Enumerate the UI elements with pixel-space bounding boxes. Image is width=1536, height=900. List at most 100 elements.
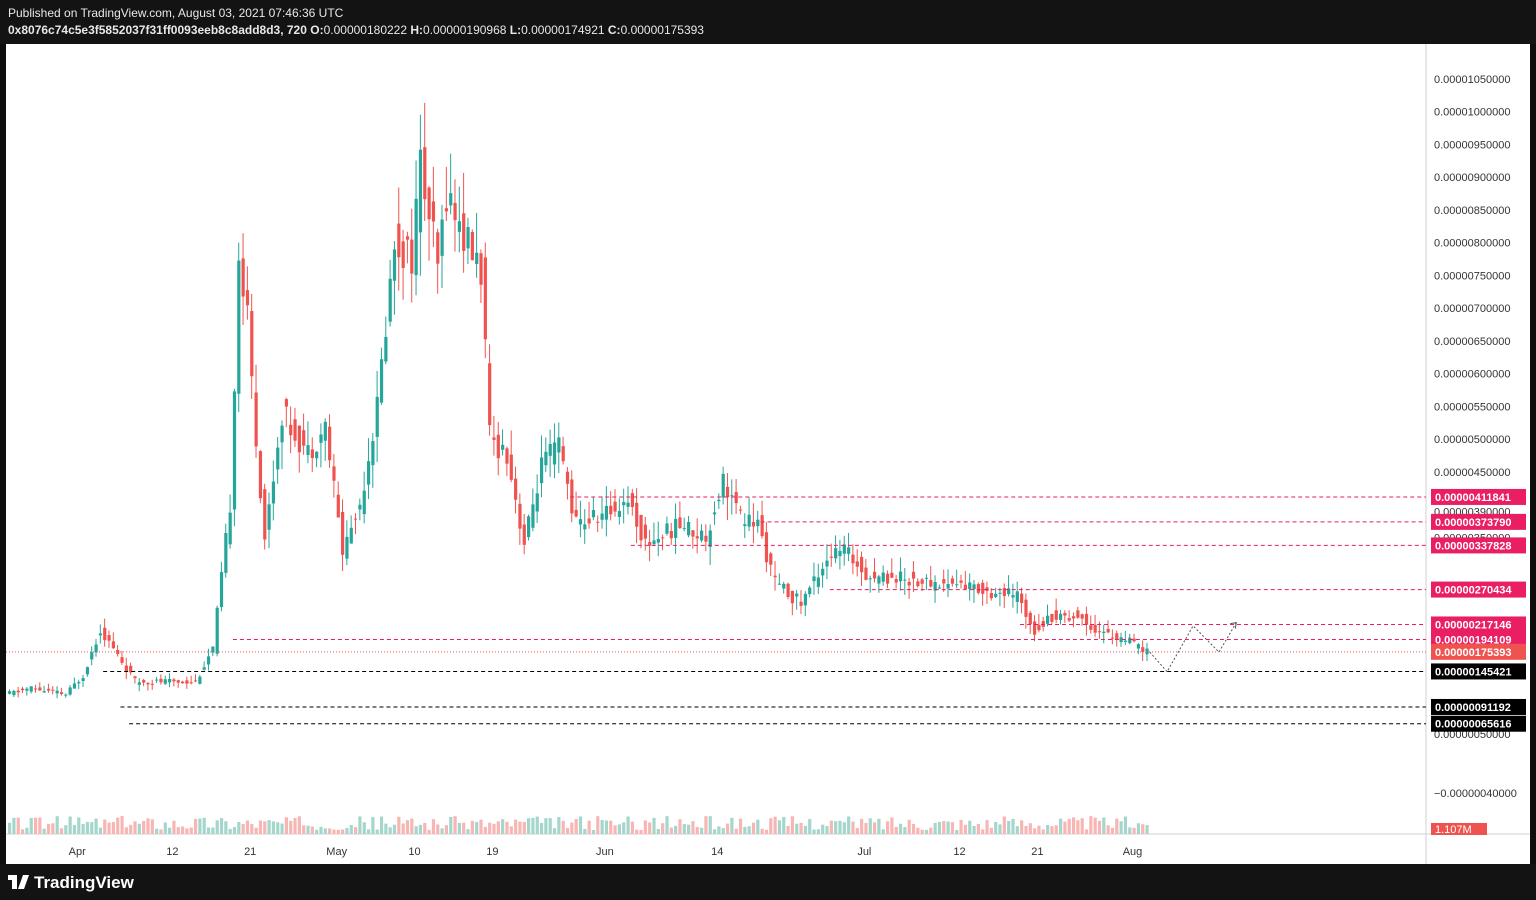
candle-body[interactable] [950,578,955,584]
candle-body[interactable] [388,278,392,322]
candle-body[interactable] [1106,628,1110,633]
candle-body[interactable] [747,514,751,527]
candle-body[interactable] [1020,593,1024,604]
candle-body[interactable] [808,587,812,595]
candle-body[interactable] [1076,610,1080,618]
candle-body[interactable] [258,451,263,499]
candle-body[interactable] [777,583,782,585]
candle-body[interactable] [310,449,314,459]
candle-body[interactable] [630,493,634,507]
candle-body[interactable] [656,538,660,543]
candle-body[interactable] [284,399,288,407]
candle-body[interactable] [332,466,336,481]
candle-body[interactable] [496,434,500,459]
candle-body[interactable] [1128,637,1132,644]
candle-body[interactable] [189,682,193,684]
candle-body[interactable] [682,528,686,530]
candle-body[interactable] [916,581,920,587]
candle-body[interactable] [85,667,90,675]
candle-body[interactable] [812,576,816,582]
candle-body[interactable] [444,208,449,212]
candle-body[interactable] [885,573,890,584]
candle-body[interactable] [695,536,699,539]
candle-body[interactable] [665,523,669,534]
candle-body[interactable] [366,461,371,485]
candle-body[interactable] [829,556,833,558]
candle-body[interactable] [193,680,198,682]
candle-body[interactable] [72,683,77,689]
candle-body[interactable] [933,581,937,591]
candle-body[interactable] [1002,588,1006,596]
candle-body[interactable] [1110,637,1115,639]
candle-body[interactable] [998,592,1002,594]
candle-body[interactable] [565,471,570,484]
candle-body[interactable] [721,473,725,498]
candle-body[interactable] [371,441,375,466]
candle-body[interactable] [583,524,587,530]
candle-body[interactable] [730,495,734,497]
candle-body[interactable] [1084,613,1089,625]
candle-body[interactable] [968,582,972,590]
candle-body[interactable] [98,633,103,636]
candle-body[interactable] [94,644,98,653]
candle-body[interactable] [738,509,743,511]
candle-body[interactable] [163,679,167,684]
candle-body[interactable] [319,434,323,443]
candle-body[interactable] [756,519,760,527]
candle-body[interactable] [764,532,769,563]
candle-body[interactable] [237,260,241,394]
candle-body[interactable] [976,584,980,593]
candle-body[interactable] [488,363,492,426]
candle-body[interactable] [392,249,397,281]
candle-body[interactable] [33,688,38,690]
candle-body[interactable] [1093,624,1097,633]
candle-body[interactable] [1080,614,1084,619]
candle-body[interactable] [881,572,885,582]
candle-body[interactable] [514,478,518,500]
candle-body[interactable] [181,681,185,684]
candle-body[interactable] [466,227,470,249]
candle-body[interactable] [842,544,846,554]
candle-body[interactable] [470,232,474,261]
candle-body[interactable] [42,691,46,693]
candle-body[interactable] [890,572,894,578]
candle-body[interactable] [539,457,544,484]
candle-body[interactable] [20,688,25,691]
candle-body[interactable] [678,517,682,528]
candle-body[interactable] [323,421,327,441]
candle-body[interactable] [838,551,842,557]
candle-body[interactable] [712,512,717,515]
candle-body[interactable] [250,311,254,377]
candle-body[interactable] [717,499,721,502]
candle-body[interactable] [929,579,933,587]
candle-body[interactable] [1033,621,1037,635]
candle-body[interactable] [1132,638,1136,642]
candle-body[interactable] [821,568,825,576]
candle-body[interactable] [981,582,985,594]
candle-body[interactable] [107,635,111,641]
candle-body[interactable] [410,239,414,274]
candle-body[interactable] [267,504,271,530]
candle-body[interactable] [661,537,665,539]
candle-body[interactable] [492,437,496,440]
candle-body[interactable] [384,336,388,362]
candle-body[interactable] [137,682,141,685]
candle-body[interactable] [959,580,963,583]
candle-body[interactable] [375,396,379,437]
candle-body[interactable] [38,687,42,691]
candle-body[interactable] [652,540,656,545]
candle-body[interactable] [172,679,176,682]
candle-body[interactable] [622,502,626,506]
candle-body[interactable] [276,447,280,470]
candle-body[interactable] [29,686,33,692]
candle-body[interactable] [855,561,859,567]
candle-body[interactable] [176,680,180,683]
candle-body[interactable] [349,527,353,544]
candle-body[interactable] [600,513,604,520]
candle-body[interactable] [328,426,332,461]
candle-body[interactable] [1007,588,1011,595]
candle-body[interactable] [232,391,237,510]
candle-body[interactable] [483,257,487,340]
candle-body[interactable] [427,187,431,220]
candle-body[interactable] [1028,612,1032,625]
